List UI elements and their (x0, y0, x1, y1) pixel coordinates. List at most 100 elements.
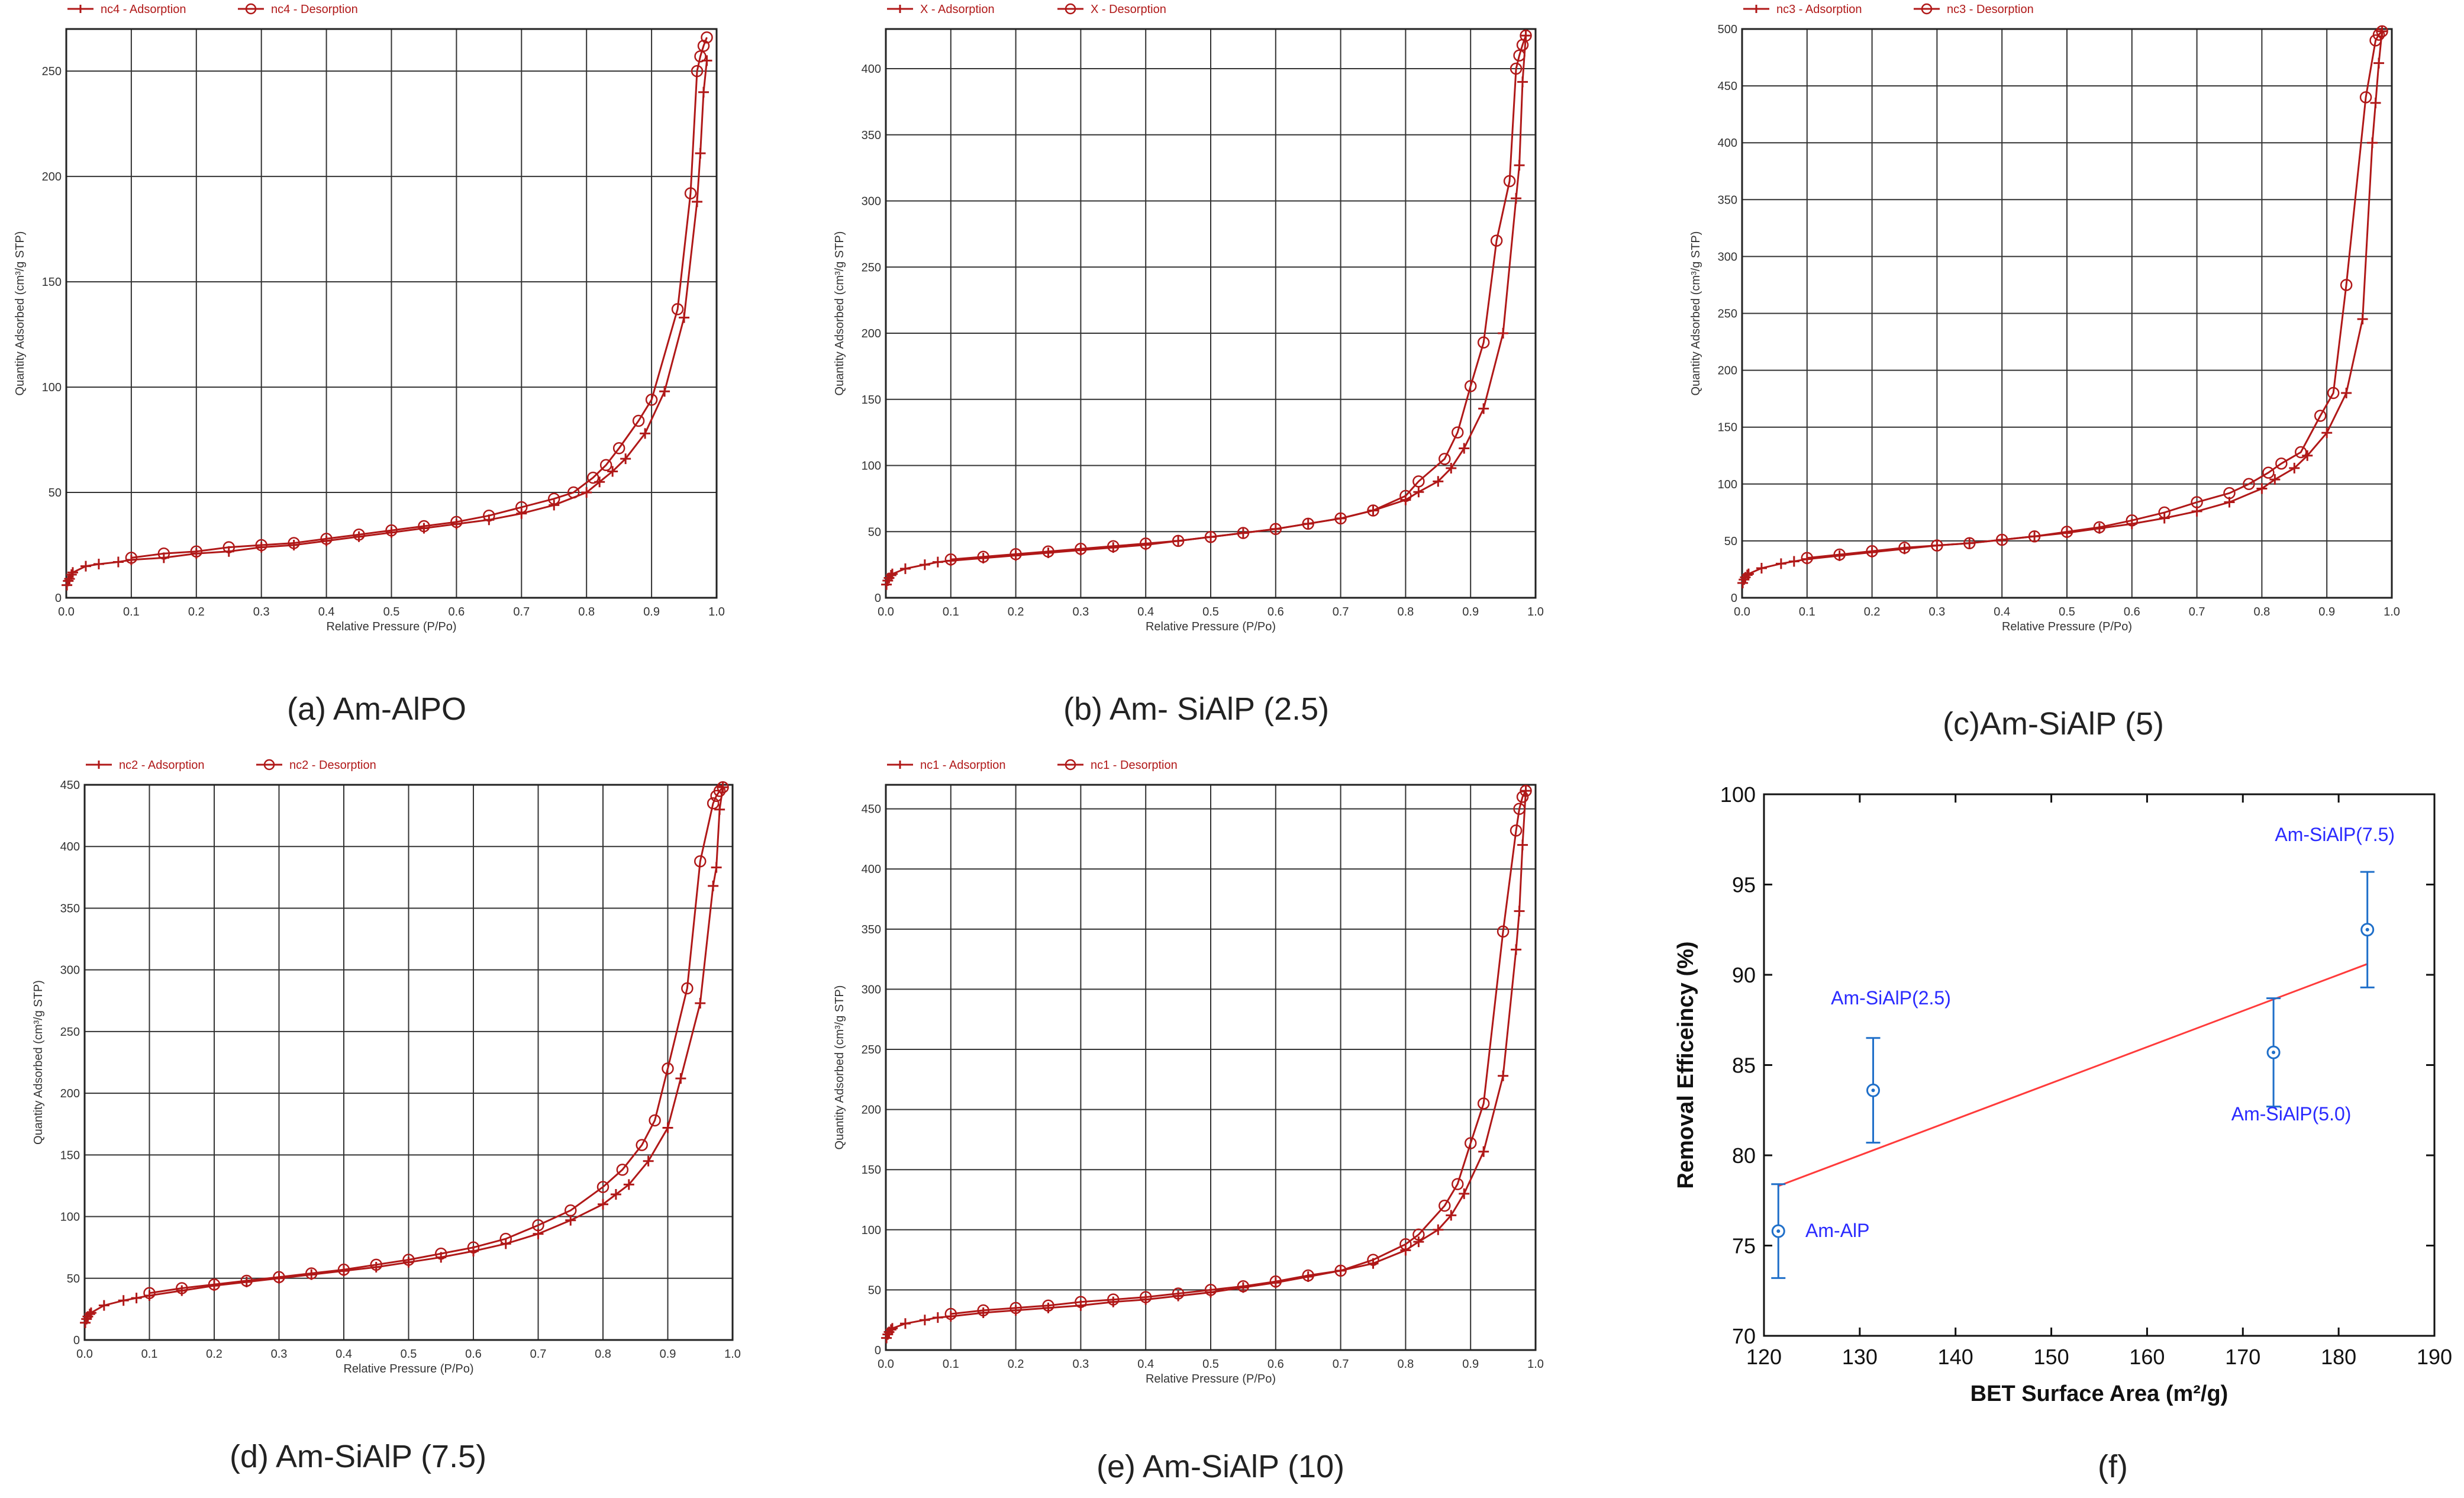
data-point-desorption (2060, 526, 2073, 538)
data-point-desorption (2295, 446, 2307, 459)
data-point-desorption (2275, 457, 2288, 470)
x-tick-label: 0.2 (1008, 1358, 1024, 1371)
y-tick-label: 400 (60, 840, 80, 853)
data-point-adsorption (885, 570, 896, 581)
data-point-desorption (1237, 1280, 1250, 1293)
data-point-desorption (662, 1062, 674, 1075)
data-point-desorption (1995, 533, 2008, 546)
data-point-desorption (1963, 537, 1976, 549)
y-tick-label: 300 (60, 964, 80, 977)
data-point-desorption (636, 1139, 648, 1151)
x-tick-label: 0.9 (660, 1348, 676, 1361)
data-point-adsorption (932, 1312, 943, 1323)
data-point-adsorption (1433, 476, 1444, 487)
y-tick-label: 200 (42, 170, 62, 183)
data-point-desorption (717, 781, 729, 794)
x-tick-label: 0.7 (513, 605, 530, 618)
plot-frame (1741, 28, 2393, 599)
legend-marker-circle (1065, 759, 1076, 771)
x-tick-label: 0.0 (878, 1358, 894, 1371)
x-tick-label: 0.3 (1072, 1358, 1089, 1371)
x-tick-label: 0.3 (1072, 605, 1089, 618)
x-tick-label: 170 (2225, 1345, 2260, 1369)
data-point-adsorption (1446, 462, 1457, 473)
data-point-desorption (2359, 91, 2372, 104)
data-point-adsorption (1459, 443, 1470, 454)
point-label: Am-SiAlP(5.0) (2231, 1103, 2352, 1125)
data-point-adsorption (1043, 1302, 1054, 1313)
x-tick-label: 0.2 (1008, 605, 1024, 618)
x-tick-label: 0.3 (253, 605, 270, 618)
data-point-adsorption (640, 428, 651, 439)
data-point-desorption (402, 1254, 415, 1266)
data-point-desorption (1302, 1269, 1314, 1282)
caption-e: (e) Am-SiAlP (10) (1096, 1449, 1345, 1484)
x-tick-label: 1.0 (724, 1348, 741, 1361)
y-tick-label: 450 (60, 779, 80, 792)
legend-label-adsorption: X - Adsorption (920, 3, 995, 16)
data-point-desorption (305, 1267, 318, 1280)
y-tick-label: 85 (1732, 1054, 1756, 1078)
data-point-desorption (612, 442, 625, 455)
legend-label-desorption: nc2 - Desorption (289, 759, 376, 772)
data-point-adsorption (98, 1300, 109, 1311)
data-point-adsorption (581, 487, 592, 498)
data-point-desorption (1269, 1275, 1282, 1288)
data-point-adsorption (2269, 474, 2281, 485)
data-point-desorption (1931, 539, 1943, 552)
data-point-adsorption (1498, 1070, 1509, 1081)
data-point-adsorption (80, 560, 91, 572)
data-point-desorption (944, 1307, 957, 1320)
data-point-adsorption (598, 1199, 608, 1210)
data-point-desorption (697, 40, 710, 52)
data-point-adsorption (1517, 76, 1528, 88)
data-point-desorption (370, 1258, 382, 1271)
data-point-center (1871, 1088, 1875, 1093)
data-point-desorption (1302, 517, 1314, 530)
legend-label-desorption: nc3 - Desorption (1947, 3, 2034, 16)
data-point-adsorption (84, 1309, 95, 1320)
data-point-adsorption (1514, 906, 1525, 917)
data-point-desorption (483, 509, 495, 522)
x-tick-label: 150 (2034, 1345, 2069, 1369)
data-point-adsorption (1459, 1188, 1470, 1199)
data-point-desorption (2376, 25, 2388, 38)
x-tick-label: 130 (1842, 1345, 1878, 1369)
x-tick-label: 0.5 (1202, 1358, 1219, 1371)
y-tick-label: 70 (1732, 1324, 1756, 1348)
data-point-desorption (1367, 1254, 1379, 1266)
y-tick-label: 150 (862, 1164, 881, 1177)
series-line (66, 60, 708, 586)
data-point-desorption (1237, 527, 1250, 539)
data-point-adsorption (1433, 1224, 1444, 1235)
data-point-adsorption (607, 466, 618, 477)
chart-a: 0.0 0.1 0.2 0.3 0.4 0.5 0.6 0.7 0.8 0.9 1.0 0 50 100 1… (14, 3, 725, 633)
y-tick-label: 100 (862, 1224, 881, 1237)
data-point-adsorption (2373, 57, 2385, 69)
data-point-adsorption (131, 1293, 142, 1304)
data-point-desorption (649, 1114, 661, 1127)
y-axis-label: Quantity Adsorbed (cm³/g STP) (32, 980, 45, 1145)
data-point-adsorption (1478, 403, 1489, 414)
y-axis-label: Quantity Adsorbed (cm³/g STP) (833, 985, 846, 1150)
series-line (131, 37, 708, 559)
x-tick-label: 0.5 (2059, 605, 2075, 618)
data-point-adsorption (2370, 97, 2381, 108)
series-line (84, 787, 724, 1323)
data-point-desorption (1139, 537, 1152, 550)
x-tick-label: 0.7 (2189, 605, 2205, 618)
x-tick-label: 160 (2129, 1345, 2165, 1369)
data-point-adsorption (886, 568, 898, 579)
series-line (885, 791, 1527, 1339)
data-point-adsorption (899, 563, 911, 574)
data-point-desorption (977, 1304, 989, 1317)
data-point-desorption (671, 303, 684, 315)
y-tick-label: 50 (1724, 535, 1737, 548)
x-tick-label: 0.7 (1333, 1358, 1349, 1371)
x-tick-label: 0.4 (1137, 1358, 1154, 1371)
data-point-desorption (684, 187, 697, 199)
data-point-desorption (548, 492, 560, 505)
data-point-adsorption (695, 997, 706, 1009)
chart-e: 0.0 0.1 0.2 0.3 0.4 0.5 0.6 0.7 0.8 0.9 1.0 0 50 100 1… (833, 759, 1544, 1386)
